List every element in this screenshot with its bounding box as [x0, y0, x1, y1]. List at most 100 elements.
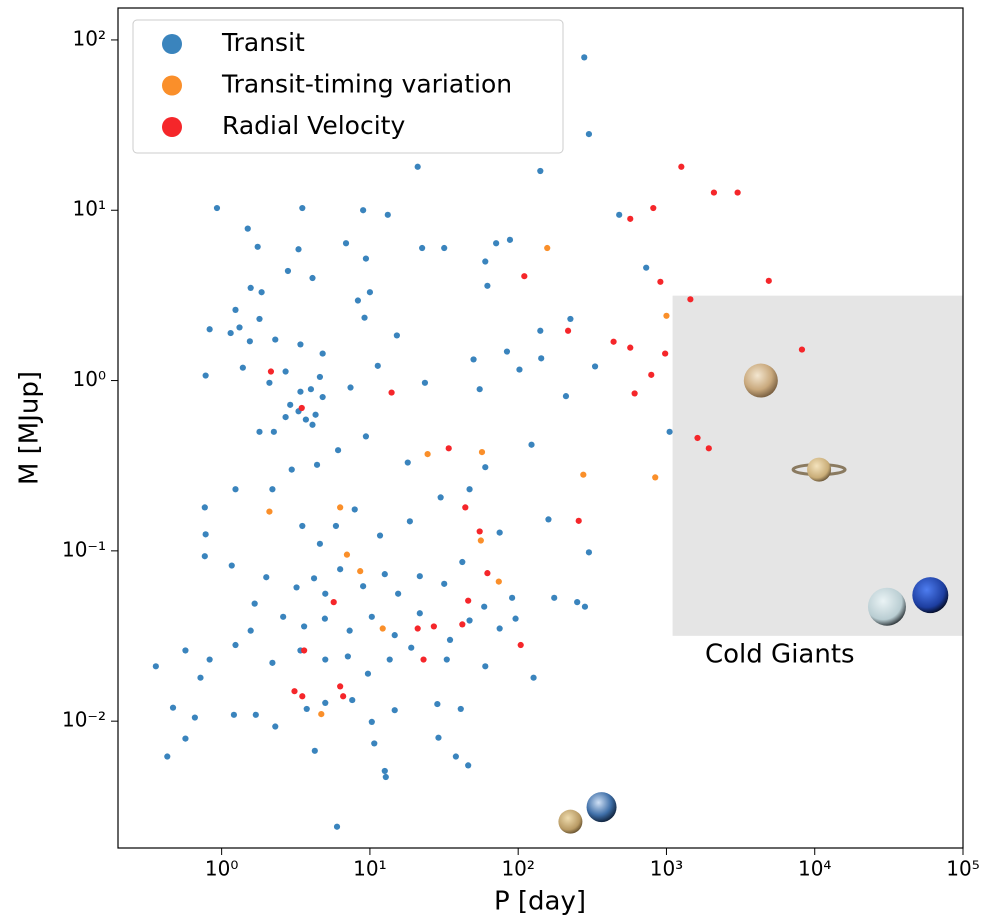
point: [318, 711, 325, 718]
point: [244, 225, 251, 232]
point: [202, 531, 209, 538]
point: [322, 590, 329, 597]
y-tick-label: 10⁻¹: [62, 537, 106, 561]
y-tick-label: 10¹: [73, 197, 106, 221]
point: [368, 613, 375, 620]
point: [228, 562, 235, 569]
axes-frame: [117, 7, 964, 849]
point: [287, 401, 294, 408]
point: [459, 621, 466, 628]
point: [297, 341, 304, 348]
point: [678, 163, 685, 170]
x-tick-label: 10⁰: [205, 857, 238, 881]
point: [476, 528, 483, 535]
point: [201, 553, 208, 560]
point: [544, 244, 551, 252]
point: [376, 532, 384, 539]
point: [421, 379, 429, 386]
point: [482, 258, 489, 265]
point: [206, 656, 213, 663]
point: [652, 474, 659, 481]
point: [420, 656, 427, 663]
point: [516, 366, 523, 373]
point: [496, 529, 503, 536]
point: [419, 244, 426, 252]
point: [610, 338, 617, 345]
point: [493, 240, 500, 247]
point: [236, 324, 243, 331]
point: [293, 584, 300, 591]
point: [252, 711, 259, 718]
point: [340, 693, 347, 700]
point: [366, 289, 374, 296]
point: [466, 617, 473, 624]
point: [476, 386, 483, 393]
legend-marker: [162, 34, 182, 54]
point: [517, 641, 524, 649]
point: [482, 464, 489, 471]
point: [437, 494, 444, 501]
point: [321, 615, 328, 622]
point: [254, 243, 261, 250]
point: [337, 683, 344, 690]
legend-label: Transit-timing variation: [221, 70, 512, 99]
point: [481, 603, 488, 610]
point: [282, 368, 289, 375]
point: [528, 441, 535, 448]
point: [434, 700, 441, 708]
point: [351, 506, 358, 513]
point: [197, 674, 204, 681]
point: [477, 537, 484, 544]
point: [627, 344, 634, 351]
point: [247, 627, 254, 634]
point: [312, 411, 319, 418]
point: [393, 332, 400, 339]
point: [509, 594, 516, 601]
point: [470, 356, 477, 363]
point: [272, 723, 279, 730]
point: [591, 363, 599, 370]
point: [374, 362, 381, 369]
point: [381, 571, 388, 578]
point: [798, 346, 806, 353]
point: [354, 297, 362, 304]
point: [585, 130, 593, 138]
point: [364, 670, 372, 677]
point: [391, 707, 398, 714]
planet: [586, 792, 617, 823]
point: [332, 522, 340, 530]
point: [311, 747, 318, 754]
point: [284, 267, 292, 275]
point: [575, 517, 582, 524]
point: [416, 610, 423, 617]
point: [302, 416, 309, 423]
point: [291, 688, 298, 695]
point: [182, 735, 189, 742]
point: [512, 615, 519, 622]
point: [430, 623, 437, 630]
point: [182, 647, 189, 654]
point: [371, 740, 378, 747]
y-axis-label: M [MJup]: [15, 371, 45, 485]
point: [330, 599, 337, 606]
plot-area: Cold Giants: [152, 54, 963, 834]
legend-label: Radial Velocity: [222, 111, 405, 140]
point: [580, 471, 587, 478]
point: [627, 215, 634, 222]
point: [495, 578, 502, 585]
y-tick-label: 10⁻²: [62, 708, 106, 732]
planet: [807, 457, 832, 482]
point: [381, 767, 388, 775]
point: [545, 516, 552, 523]
point: [581, 603, 589, 610]
point: [416, 573, 423, 580]
planet: [558, 809, 583, 834]
point: [269, 486, 276, 493]
point: [408, 644, 415, 651]
point: [169, 704, 177, 711]
point: [382, 773, 389, 781]
point: [239, 364, 246, 371]
point: [299, 522, 306, 530]
point: [333, 823, 341, 830]
